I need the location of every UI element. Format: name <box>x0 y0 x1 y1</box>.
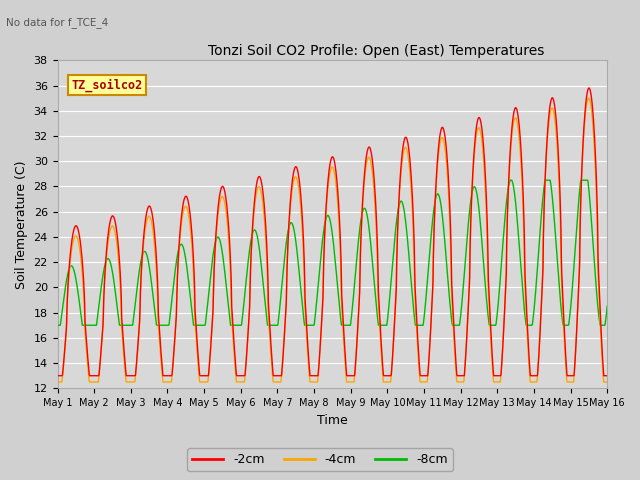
Title: Tonzi Soil CO2 Profile: Open (East) Temperatures: Tonzi Soil CO2 Profile: Open (East) Temp… <box>208 44 545 58</box>
Legend: -2cm, -4cm, -8cm: -2cm, -4cm, -8cm <box>187 448 453 471</box>
Text: No data for f_TCE_4: No data for f_TCE_4 <box>6 17 109 28</box>
X-axis label: Time: Time <box>317 414 348 427</box>
Text: TZ_soilco2: TZ_soilco2 <box>71 78 143 92</box>
Y-axis label: Soil Temperature (C): Soil Temperature (C) <box>15 160 28 288</box>
